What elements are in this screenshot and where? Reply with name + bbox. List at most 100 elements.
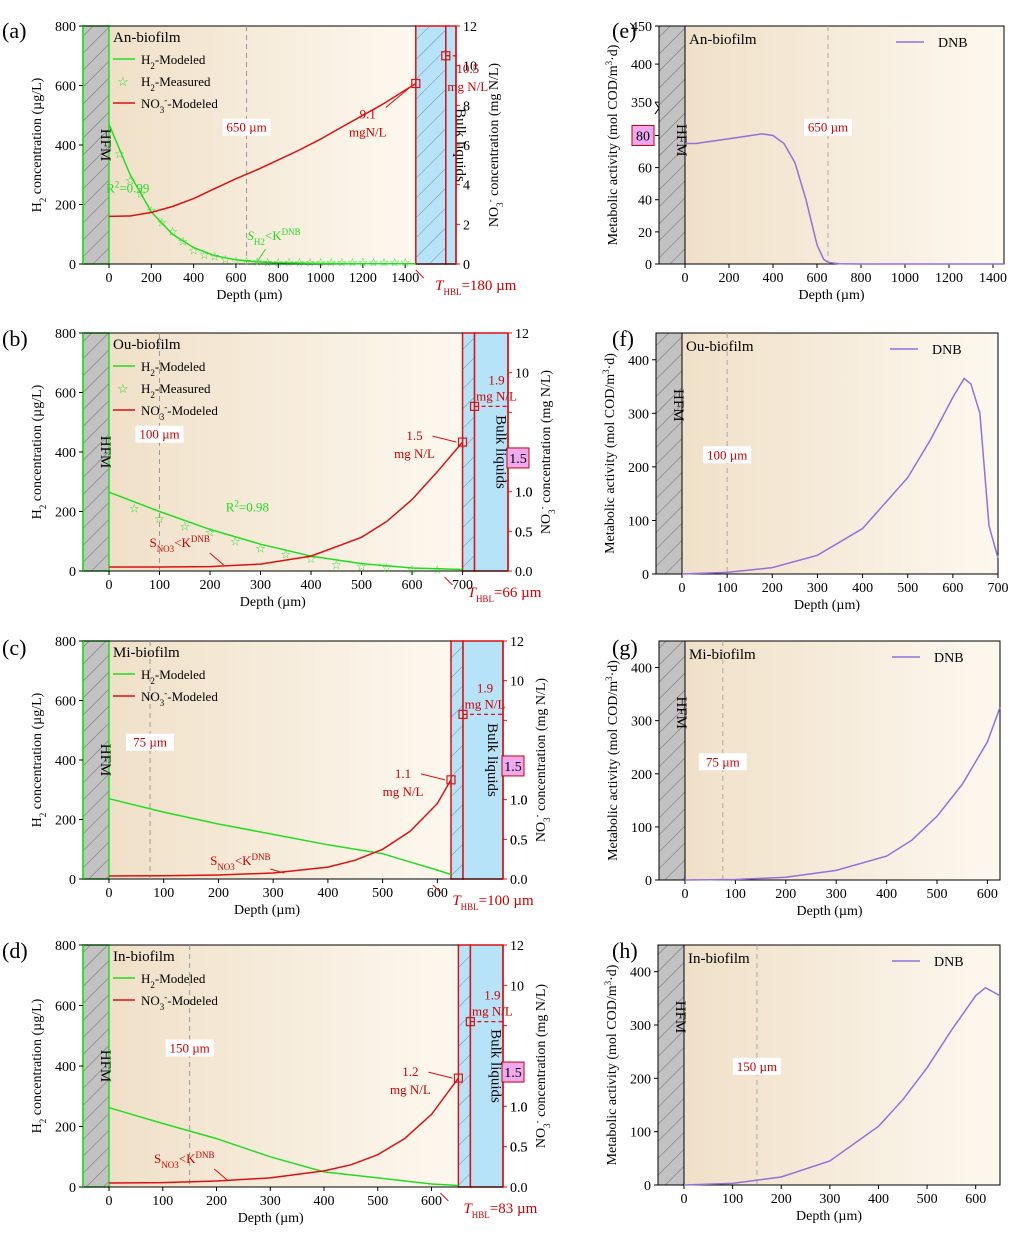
text-part: 3 [604,60,614,65]
h2-measured-point: ☆ [157,215,168,229]
text-part: -Modeled [167,403,218,418]
panel-letter: (a) [2,18,26,43]
text-part: 3 [547,509,557,514]
h2-measured-point: ☆ [199,248,210,262]
right-axis-title: NO3- concentration (mg N/L) [537,370,557,535]
depth-marker-bg [703,446,752,464]
legend-label: DNB [934,955,964,970]
surface-marker [411,78,421,89]
y-axis-title: Metabolic activity (mol COD/m3·d) [604,44,621,245]
text-part: 2 [38,198,48,203]
left-tick-label: 600 [55,80,76,95]
x-tick-label: 0 [682,271,689,286]
text-part: - [532,1120,542,1123]
x-tick-label: 600 [421,1194,442,1209]
text-part: H [30,1123,45,1133]
x-tick-label: 0 [679,581,686,596]
legend-label: DNB [932,343,962,358]
x-tick-label: 300 [263,886,284,901]
text-part: 3 [495,202,505,207]
left-tick-label: 0 [69,258,76,273]
right-tick-label: 1.0 [510,1100,528,1115]
x-tick-label: 300 [250,578,271,593]
no3-modeled-series [108,1077,460,1184]
x-tick-label: 400 [868,1192,889,1207]
thbl-arrow [444,576,453,586]
x-tick-label: 100 [722,1192,743,1207]
text-part: Metabolic activity (mol COD/m [606,65,621,245]
x-tick-label: 500 [351,578,372,593]
hbl-region [450,640,464,880]
h2-measured-point: ☆ [129,502,140,516]
right-tick-label: 1.0 [515,486,533,501]
x-tick-label: 1000 [891,271,919,286]
surface-marker-arrow [385,87,411,108]
right-tick-label: 0.5 [515,525,533,540]
right-tick-label: 0.5 [510,1141,528,1156]
text-part: - [164,95,167,105]
text-part: NO [534,1128,549,1148]
text-part: R [226,500,235,515]
x-tick-label: 1200 [935,271,963,286]
text-part: =83 µm [490,1201,538,1217]
dnb-series [684,707,1001,881]
panel-c: HFM Bulk liquids 0 200 400 600 800 0.0 0.5 1.0 10 1… [2,635,552,918]
bulk-marker-unit: mg N/L [465,696,506,711]
text-part: - [532,814,542,817]
legend-label: H2-Measured [141,74,211,93]
text-part: 3 [542,817,552,822]
text-part: S [210,853,217,868]
x-tick-label: 400 [763,271,784,286]
surface-marker-unit: mg N/L [383,784,424,799]
h2-measured-point: ☆ [400,256,411,270]
x-tick-label: 200 [775,887,796,902]
axis-break-label: 1.5 [504,1066,522,1081]
left-tick-label: 800 [55,939,76,954]
text-part: 2 [38,505,48,510]
right-tick-label: 1.0 [515,486,533,501]
text-part: 2 [150,980,155,990]
plot-frame [658,640,1001,881]
hfm-label: HFM [670,389,686,422]
right-tick-label: 1.0 [510,794,528,809]
h2-measured-point: ☆ [407,563,418,577]
y-tick-label: 400 [631,662,652,677]
hfm-label: HFM [673,124,689,157]
thbl-arrow [440,1192,449,1202]
left-axis-title: H2 concentration (µg/L) [30,77,48,212]
text-part: H [141,381,150,396]
axis-break-label: 1.5 [509,452,527,467]
y-tick-label: 40 [638,194,652,209]
right-axis-title: NO3- concentration (mg N/L) [532,984,552,1149]
hbl-region [457,944,472,1188]
left-tick-label: 0 [69,1181,76,1196]
y-tick-label: 0 [644,1179,651,1194]
legend-label: H2-Modeled [141,359,206,378]
bulk-label: Bulk liquids [492,415,508,489]
x-axis-label: Depth (µm) [216,288,282,303]
text-part: -Modeled [155,667,206,682]
y-tick-label: 350 [631,96,652,111]
right-tick-label: 0.5 [510,833,528,848]
text-part: - [164,402,167,412]
panel-title: In-biofilm [688,951,750,967]
y-tick-label: 400 [631,58,652,73]
limitation-annotation: SNO3<KDNB [154,1150,214,1170]
text-part: 2 [150,83,155,93]
text-part: H [141,52,150,67]
h2-measured-point: ☆ [381,561,392,575]
x-tick-label: 100 [153,886,174,901]
h2-measured-point: ☆ [306,552,317,566]
thbl-label: THBL=83 µm [463,1201,537,1220]
h2-measured-point: ☆ [205,525,216,539]
y-tick-label: 200 [631,768,652,783]
text-part: ·d) [606,44,621,61]
right-tick-label: 10 [510,979,524,994]
text-part: NO [539,514,554,534]
h2-measured-point: ☆ [154,512,165,526]
text-part: 3 [160,698,165,708]
panel-title: Ou-biofilm [113,337,181,353]
surface-marker [453,1073,463,1083]
x-tick-label: 1400 [979,271,1007,286]
h2-measured-point: ☆ [294,256,305,270]
